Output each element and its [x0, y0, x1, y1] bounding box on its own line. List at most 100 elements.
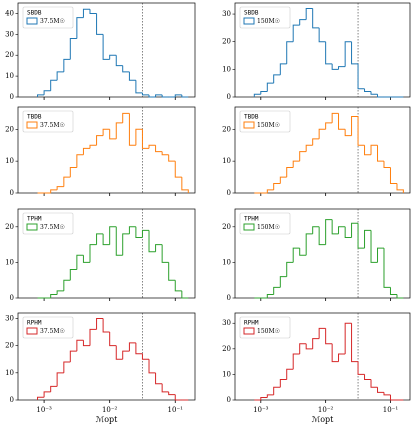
- axes-frame: [17, 106, 196, 194]
- histogram-step: [389, 287, 397, 295]
- y-tick-label: 20: [5, 125, 14, 133]
- histogram-step: [364, 88, 372, 92]
- histogram-step: [279, 176, 287, 184]
- histogram-step: [63, 361, 71, 373]
- histogram-step: [155, 372, 163, 385]
- legend-swatch: [243, 327, 255, 335]
- histogram-step: [69, 350, 77, 362]
- y-tick-label: 10: [222, 370, 231, 378]
- histogram-step: [344, 41, 352, 67]
- histogram-step: [161, 151, 169, 156]
- histogram-step: [286, 167, 294, 178]
- histogram-step: [50, 189, 58, 193]
- histogram-step: [318, 327, 326, 339]
- histogram-step: [331, 63, 339, 70]
- histogram-step: [122, 233, 130, 256]
- histogram-step: [312, 138, 320, 146]
- histogram-step: [273, 286, 281, 295]
- histogram-step: [56, 71, 64, 81]
- histogram-step: [148, 144, 156, 149]
- histogram-step: [168, 154, 176, 162]
- histogram-step: [174, 94, 182, 97]
- histogram-step: [102, 34, 110, 60]
- histogram-step: [56, 186, 64, 190]
- histogram-step: [279, 276, 287, 288]
- histogram-step: [273, 182, 281, 190]
- histogram-step: [364, 229, 372, 249]
- legend-title: TPHM: [27, 216, 42, 223]
- axes-frame: [234, 106, 411, 194]
- histogram-step: [76, 154, 84, 168]
- histogram-step: [174, 394, 182, 401]
- histogram-step: [370, 379, 378, 388]
- histogram-step: [279, 379, 287, 388]
- histogram-step: [109, 332, 117, 347]
- y-tick-label: 20: [222, 38, 231, 46]
- y-tick-label: 40: [5, 9, 14, 17]
- histogram-step: [286, 368, 294, 380]
- histogram-step: [389, 394, 397, 401]
- histogram-step: [82, 255, 90, 263]
- x-tick-label: 10⁻²: [102, 406, 118, 414]
- y-tick-label: 0: [10, 294, 14, 302]
- histogram-step: [292, 247, 300, 263]
- legend-title: SBDB: [27, 10, 42, 17]
- axes-frame: [234, 312, 411, 401]
- legend-label: 150M☉: [257, 122, 280, 129]
- histogram-step: [266, 293, 274, 298]
- histogram-step: [56, 290, 64, 295]
- histogram-step: [357, 361, 365, 375]
- legend-box: [22, 212, 74, 235]
- histogram-step: [122, 112, 130, 123]
- legend-swatch: [243, 17, 255, 25]
- legend-title: RPHM: [244, 320, 259, 327]
- legend-box: [239, 110, 291, 133]
- histogram-step: [273, 386, 281, 395]
- y-tick-label: 20: [222, 223, 231, 231]
- y-tick-label: 10: [5, 157, 14, 165]
- histogram-step: [155, 145, 163, 153]
- histogram-step: [109, 129, 117, 140]
- y-tick-label: 0: [227, 396, 231, 404]
- histogram-step: [312, 338, 320, 349]
- legend-title: TPHM: [244, 216, 259, 223]
- histogram-step: [338, 226, 346, 234]
- histogram-step: [260, 396, 268, 400]
- x-tick-label: 10⁻²: [318, 406, 334, 414]
- histogram-step: [357, 223, 365, 249]
- histogram-step: [89, 144, 97, 149]
- histogram-step: [96, 317, 104, 330]
- legend-title: RPHM: [27, 320, 42, 327]
- histogram-step: [122, 65, 130, 73]
- histogram-step: [168, 391, 176, 396]
- histogram-step: [305, 343, 313, 350]
- histogram-step: [37, 396, 45, 400]
- histogram-step: [174, 280, 182, 292]
- histogram-step: [82, 8, 90, 18]
- histogram-step: [155, 94, 163, 97]
- y-tick-label: 10: [5, 369, 14, 377]
- y-tick-label: 30: [5, 30, 14, 38]
- histogram-step: [344, 322, 352, 354]
- y-tick-label: 10: [222, 65, 231, 73]
- histogram-step: [155, 244, 163, 252]
- y-tick-label: 10: [222, 258, 231, 266]
- axes-frame: [17, 2, 196, 98]
- y-tick-label: 10: [222, 157, 231, 165]
- histogram-step: [135, 342, 143, 355]
- histogram-step: [305, 233, 313, 256]
- histogram-step: [312, 8, 320, 29]
- histogram-step: [135, 80, 143, 94]
- y-tick-label: 10: [5, 72, 14, 80]
- y-tick-label: 0: [227, 294, 231, 302]
- histogram-step: [331, 343, 339, 363]
- histogram-step: [181, 290, 189, 299]
- histogram-step: [69, 269, 77, 281]
- legend-label: 150M☉: [257, 328, 280, 335]
- histogram-step: [96, 233, 104, 245]
- histogram-step: [299, 19, 307, 26]
- legend-title: TBDB: [27, 114, 42, 121]
- histogram-step: [383, 392, 391, 396]
- histogram-step: [135, 226, 143, 238]
- histogram-step: [312, 226, 320, 234]
